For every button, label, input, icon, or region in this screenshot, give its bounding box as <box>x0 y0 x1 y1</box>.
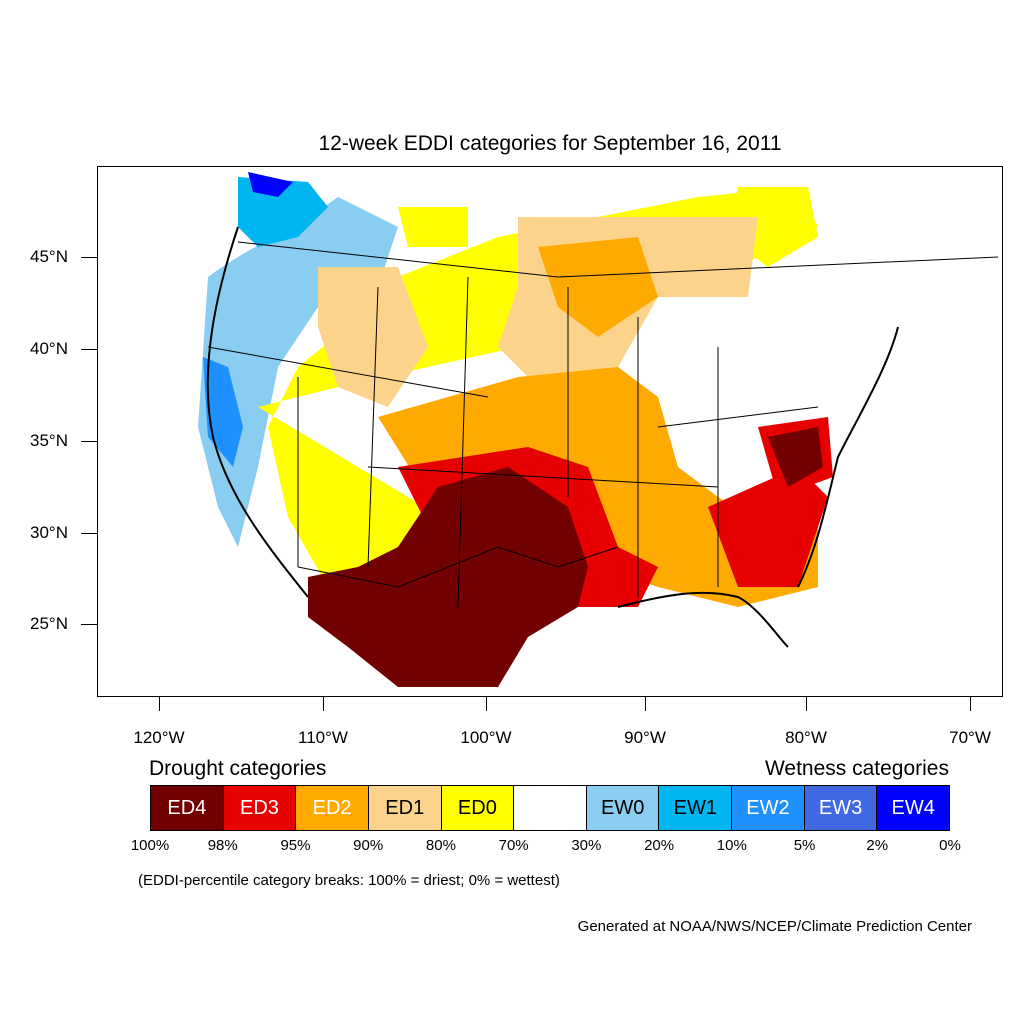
percentile-label: 90% <box>353 837 384 854</box>
lon-tick <box>486 697 487 711</box>
lon-label: 110°W <box>298 728 348 747</box>
percentile-label: 95% <box>280 837 311 854</box>
percentile-label: 80% <box>425 837 456 854</box>
legend-swatch-neutral <box>513 785 587 831</box>
lon-label: 80°W <box>785 728 827 747</box>
lat-tick <box>81 257 97 258</box>
lat-label: 45°N <box>30 247 68 266</box>
legend-swatch-ed2: ED2 <box>295 785 369 831</box>
lat-label: 35°N <box>30 431 68 450</box>
percentile-label: 70% <box>498 837 529 854</box>
wetness-heading: Wetness categories <box>764 757 949 780</box>
region-ew1-northwest <box>238 177 328 247</box>
lat-label: 40°N <box>30 339 68 358</box>
lon-tick <box>323 697 324 711</box>
lon-tick <box>970 697 971 711</box>
lat-tick <box>81 533 97 534</box>
percentile-label: 5% <box>793 837 816 854</box>
region-ed4-nc <box>768 427 823 487</box>
legend-swatch-ew3: EW3 <box>803 785 878 831</box>
lon-tick <box>806 697 807 711</box>
legend-swatch-ed3: ED3 <box>222 785 297 831</box>
drought-map <box>97 166 1003 697</box>
percentile-label: 30% <box>571 837 602 854</box>
percentile-label: 100% <box>130 837 170 854</box>
lon-label: 100°W <box>460 728 512 747</box>
lon-label: 90°W <box>624 728 666 747</box>
percentile-label: 0% <box>939 837 961 854</box>
lat-label: 30°N <box>30 523 68 542</box>
lon-label: 70°W <box>949 728 991 747</box>
lat-tick <box>81 624 97 625</box>
percentile-label: 2% <box>866 837 889 854</box>
percentile-label: 10% <box>716 837 747 854</box>
lat-label: 25°N <box>30 614 68 633</box>
region-ed3-southeast <box>708 467 828 587</box>
legend-swatch-ew4: EW4 <box>876 785 951 831</box>
legend-swatch-ew0: EW0 <box>585 785 660 831</box>
credit-line: Generated at NOAA/NWS/NCEP/Climate Predi… <box>577 918 972 935</box>
legend-swatch-ew1: EW1 <box>658 785 733 831</box>
region-ed0-north <box>398 207 468 247</box>
lat-tick <box>81 441 97 442</box>
drought-heading: Drought categories <box>149 757 327 780</box>
percentile-label: 98% <box>207 837 238 854</box>
legend-swatch-ew2: EW2 <box>731 785 805 831</box>
legend-swatch-ed1: ED1 <box>367 785 442 831</box>
lon-tick <box>645 697 646 711</box>
region-ed4-texas <box>308 467 588 687</box>
coastlines <box>206 226 899 648</box>
lon-label: 120°W <box>133 728 185 747</box>
map-title: 12-week EDDI categories for September 16… <box>318 132 782 155</box>
lat-tick <box>81 349 97 350</box>
map-graphic <box>198 172 999 687</box>
legend-swatch-ed0: ED0 <box>440 785 515 831</box>
region-ew4-northwest <box>248 172 293 197</box>
percentile-label: 20% <box>644 837 675 854</box>
legend-swatch-ed4: ED4 <box>150 785 224 831</box>
boundary-lines <box>207 241 999 608</box>
category-note: (EDDI-percentile category breaks: 100% =… <box>138 872 560 889</box>
category-legend: ED4 ED3 ED2 ED1 ED0 EW0 EW1 EW2 EW3 EW4 <box>150 785 951 831</box>
lon-tick <box>159 697 160 711</box>
